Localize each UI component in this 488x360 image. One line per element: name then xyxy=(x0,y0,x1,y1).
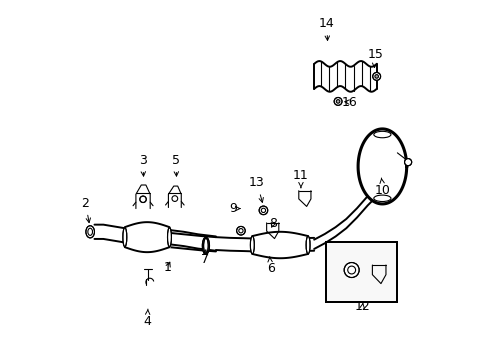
Bar xyxy=(325,242,396,302)
Ellipse shape xyxy=(122,228,126,247)
Text: 14: 14 xyxy=(318,17,334,40)
Circle shape xyxy=(140,196,146,203)
Text: 13: 13 xyxy=(248,176,264,202)
Circle shape xyxy=(172,196,177,202)
Ellipse shape xyxy=(259,206,267,215)
Circle shape xyxy=(333,98,341,105)
Text: 8: 8 xyxy=(268,217,277,230)
Circle shape xyxy=(372,72,380,80)
Ellipse shape xyxy=(86,226,94,238)
Text: 6: 6 xyxy=(266,257,274,275)
Ellipse shape xyxy=(202,237,209,254)
Ellipse shape xyxy=(167,228,171,247)
Ellipse shape xyxy=(250,236,254,254)
Text: 15: 15 xyxy=(366,48,383,68)
Text: 4: 4 xyxy=(143,309,151,328)
Ellipse shape xyxy=(203,238,208,253)
Text: 10: 10 xyxy=(374,178,390,197)
Polygon shape xyxy=(357,129,406,204)
Text: 5: 5 xyxy=(172,154,180,176)
Ellipse shape xyxy=(373,131,390,138)
Ellipse shape xyxy=(305,236,309,254)
Text: 16: 16 xyxy=(341,96,357,109)
Ellipse shape xyxy=(236,226,244,235)
Text: 11: 11 xyxy=(292,169,308,188)
Text: 7: 7 xyxy=(201,250,209,266)
Bar xyxy=(325,242,396,302)
Text: 1: 1 xyxy=(163,261,171,274)
Circle shape xyxy=(404,158,411,166)
Ellipse shape xyxy=(373,195,390,202)
Text: 9: 9 xyxy=(229,202,240,215)
Text: 2: 2 xyxy=(81,197,90,222)
Circle shape xyxy=(336,100,339,103)
Ellipse shape xyxy=(344,262,358,278)
Text: 12: 12 xyxy=(354,300,369,313)
Circle shape xyxy=(374,75,378,78)
Text: 3: 3 xyxy=(139,154,146,176)
